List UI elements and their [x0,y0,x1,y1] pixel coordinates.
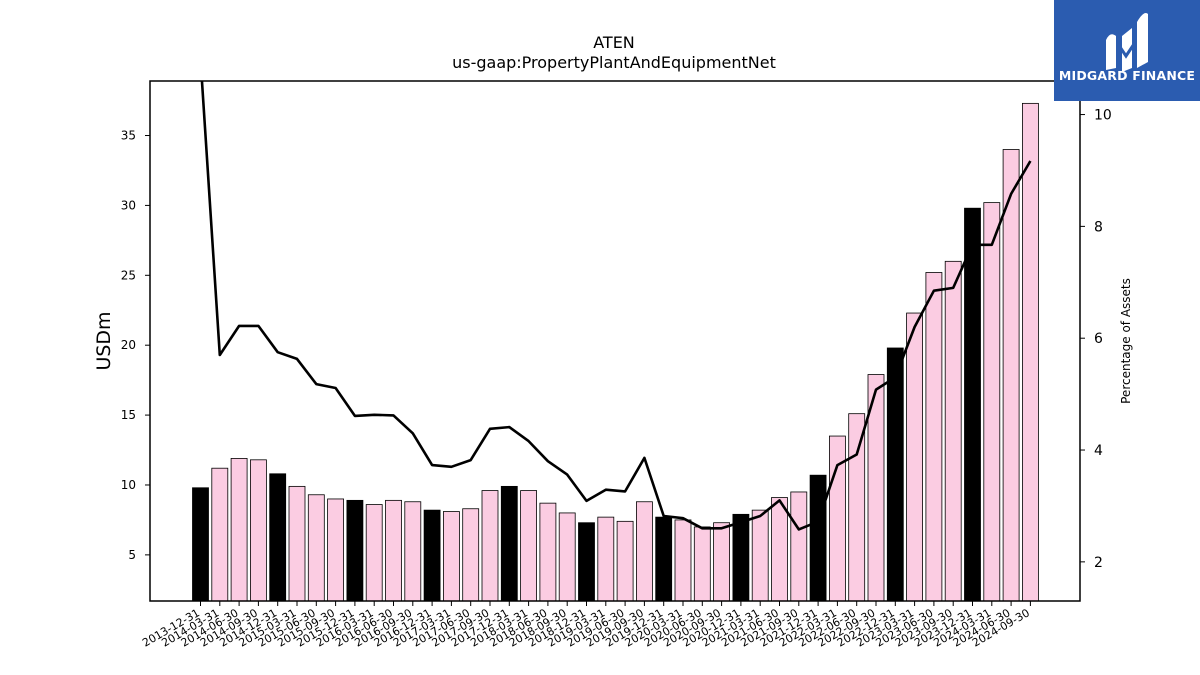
bar-2020-06-30 [693,526,711,602]
bar-2019-09-30 [636,501,653,602]
bar-2020-09-30 [713,522,730,602]
bar-2014-06-30 [230,458,248,602]
bar-2017-03-31 [442,511,460,602]
y-tick-label-15: 15 [121,408,136,422]
bar-2015-09-30 [327,498,345,602]
y-tick-label-20: 20 [121,338,136,352]
bar-2023-12-31 [964,207,981,602]
y-axis-label: USDm [93,311,115,370]
right-y-axis: 2 4 6 8 10 [1080,108,1112,571]
bar-2019-06-30 [616,520,634,602]
line-series-layer [200,81,1032,531]
bar-2023-03-31 [906,312,923,602]
percentage-of-assets-line [200,81,1032,531]
bar-2016-06-30 [385,499,402,602]
bar-2018-03-31 [520,490,537,602]
bar-2023-09-30 [944,260,962,602]
bar-2021-09-30 [790,491,808,602]
bar-2014-09-30 [249,459,267,602]
y2-tick-label-10: 10 [1094,108,1112,124]
brand-name: MIDGARD FINANCE [1058,68,1196,83]
y-tick-label-25: 25 [121,268,136,282]
bar-2019-12-31 [655,516,673,602]
bar-2014-03-31 [211,467,229,602]
y2-tick-label-6: 6 [1094,331,1103,347]
y2-tick-label-4: 4 [1094,443,1103,459]
bar-2015-03-31 [288,485,306,602]
bar-2018-09-30 [558,512,576,602]
bar-2013-12-31 [192,487,209,602]
y-tick-label-10: 10 [121,478,136,492]
bar-2021-03-31 [751,509,769,602]
bar-2024-06-30 [1002,149,1020,602]
bar-2016-09-30 [404,501,422,602]
bar-2021-12-31 [809,474,827,602]
y2-tick-label-2: 2 [1094,555,1103,571]
bar-2014-12-31 [269,473,287,602]
chart-title: ATEN [593,33,635,52]
plot-frame [149,80,1081,602]
bar-2018-06-30 [539,502,557,602]
y2-axis-label: Percentage of Assets [1119,278,1133,404]
bar-2017-06-30 [462,508,480,602]
y-tick-label-30: 30 [121,198,136,212]
bar-2017-09-30 [481,490,499,602]
bar-2020-03-31 [674,519,692,602]
bar-2016-03-31 [365,504,383,602]
y-tick-label-5: 5 [128,548,136,562]
bar-2022-12-31 [886,347,904,602]
bar-2018-12-31 [578,522,595,602]
bar-2021-06-30 [771,497,788,602]
y2-tick-label-8: 8 [1094,219,1103,235]
chart-subtitle: us-gaap:PropertyPlantAndEquipmentNet [452,53,776,72]
bar-2024-09-30 [1022,102,1039,602]
bar-2020-12-31 [732,513,750,602]
bar-2019-03-31 [597,516,615,602]
y-tick-label-35: 35 [121,129,136,143]
midgard-m-logo-icon [1106,13,1148,72]
bar-2016-12-31 [423,509,441,602]
bar-series [192,102,1039,602]
bar-2024-03-31 [983,202,1001,602]
x-axis: 2013-12-312014-03-312014-06-302014-09-30… [140,601,1032,650]
bar-2023-06-30 [925,272,943,602]
bar-2022-06-30 [848,413,866,602]
bar-2015-06-30 [307,494,325,602]
midgard-finance-logo: MIDGARD FINANCE [1054,0,1200,101]
bar-2015-12-31 [346,499,364,602]
left-y-axis: 5 10 15 20 25 30 35 [121,129,150,562]
bar-2017-12-31 [500,485,518,602]
